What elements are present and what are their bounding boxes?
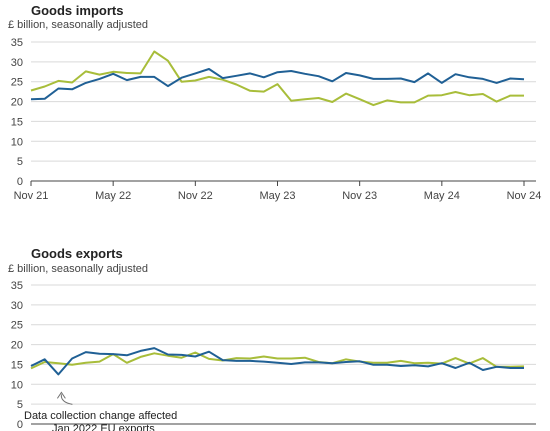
imports-x-tick-label: May 23 — [259, 190, 295, 202]
exports-series-blue-line — [30, 347, 524, 376]
imports-x-tick-label: May 22 — [95, 190, 131, 202]
exports-y-tick-label: 15 — [11, 359, 23, 371]
imports-chart-title: Goods imports — [31, 3, 124, 18]
imports-y-tick-label: 5 — [17, 156, 23, 168]
imports-y-tick-label: 15 — [11, 116, 23, 128]
imports-y-tick-label: 20 — [11, 97, 23, 109]
exports-y-tick-label: 30 — [11, 300, 23, 312]
imports-x-tick-label: Nov 22 — [178, 190, 213, 202]
exports-y-tick-label: 10 — [11, 379, 23, 391]
imports-series-blue-line — [30, 68, 525, 101]
imports-x-tick-label: Nov 21 — [14, 190, 49, 202]
imports-y-tick-label: 35 — [11, 37, 23, 49]
annotation-arrowhead — [56, 391, 66, 399]
imports-x-tick-label: May 24 — [424, 190, 460, 202]
exports-y-axis-label: £ billion, seasonally adjusted — [8, 263, 149, 275]
exports-chart-title: Goods exports — [31, 246, 123, 261]
exports-y-tick-label: 35 — [11, 280, 23, 292]
imports-y-tick-label: 30 — [11, 57, 23, 69]
annotation-text-line2: Jan 2022 EU exports — [52, 423, 155, 431]
annotation-arrow — [60, 394, 73, 405]
annotation-text-line1: Data collection change affected — [24, 410, 177, 422]
imports-y-tick-label: 0 — [17, 176, 23, 188]
imports-x-tick-label: Nov 23 — [342, 190, 377, 202]
exports-y-tick-label: 25 — [11, 320, 23, 332]
imports-series-green-line — [30, 50, 524, 107]
exports-y-tick-label: 20 — [11, 340, 23, 352]
exports-y-tick-label: 5 — [17, 399, 23, 411]
imports-y-tick-label: 10 — [11, 136, 23, 148]
imports-y-tick-label: 25 — [11, 77, 23, 89]
exports-y-tick-label: 0 — [17, 419, 23, 431]
imports-x-tick-label: Nov 24 — [507, 190, 542, 202]
imports-y-axis-label: £ billion, seasonally adjusted — [8, 19, 149, 31]
